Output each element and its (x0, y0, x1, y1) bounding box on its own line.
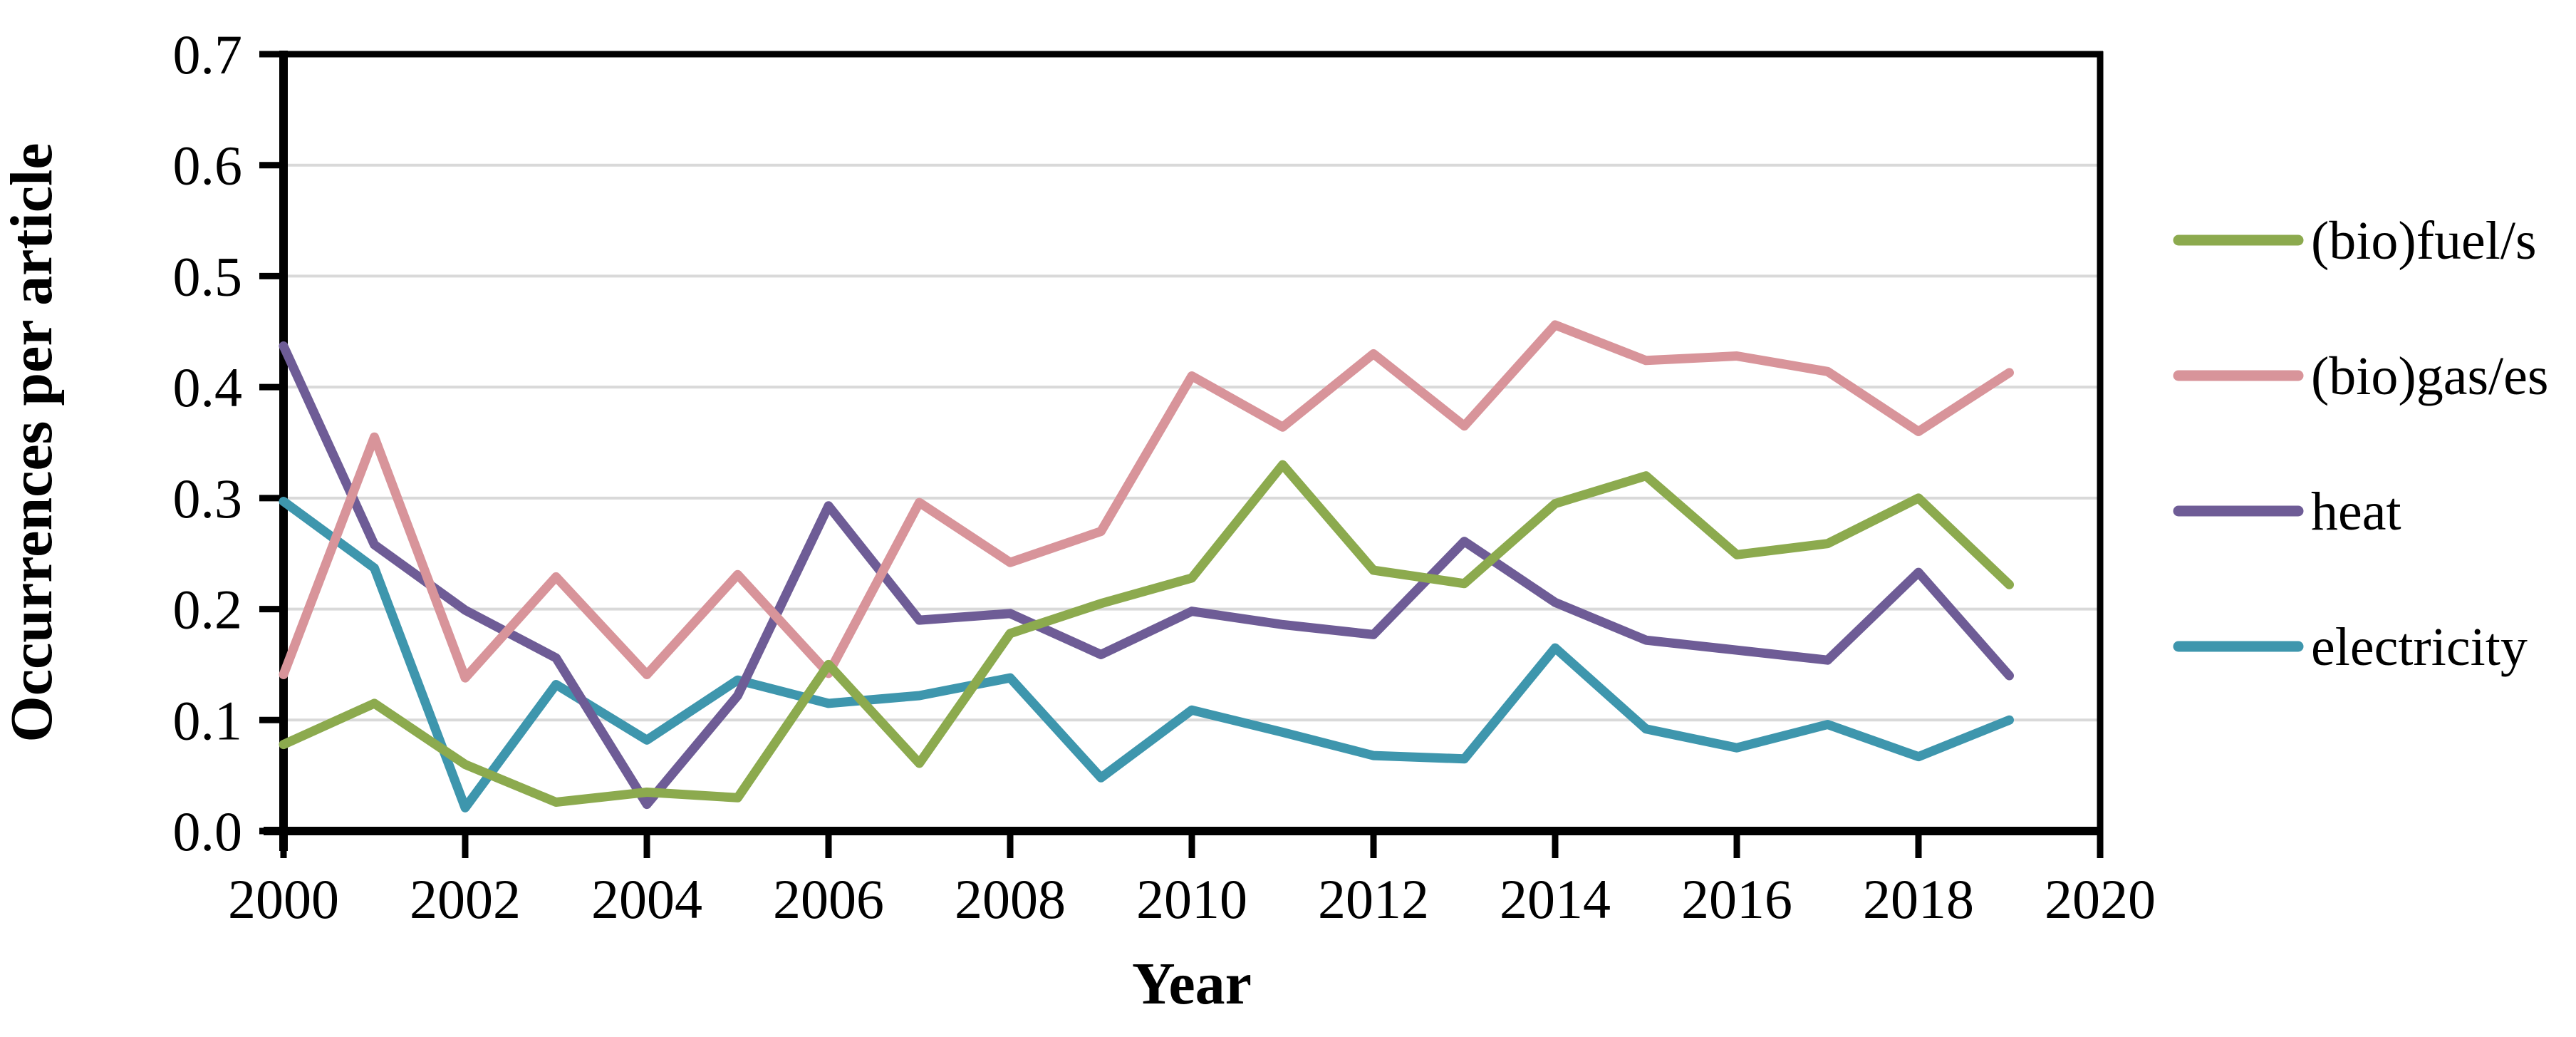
y-tick-label: 0.1 (173, 689, 243, 751)
x-tick-label: 2000 (228, 868, 339, 930)
legend-label: (bio)fuel/s (2311, 211, 2537, 271)
x-tick-label: 2002 (410, 868, 521, 930)
x-tick-label: 2010 (1136, 868, 1247, 930)
y-tick-label: 0.0 (173, 800, 243, 862)
series-line-electricity (279, 497, 2014, 812)
x-tick-label: 2020 (2045, 868, 2156, 930)
x-tick-label: 2004 (591, 868, 702, 930)
legend-item: heat (2173, 482, 2401, 542)
tick-labels: 0.0 0.1 0.2 0.3 0.4 0.5 0.6 0.7 2000 2002 2004 2006… (173, 24, 2156, 930)
x-tick-label: 2016 (1681, 868, 1792, 930)
series-lines (279, 320, 2014, 812)
legend-label: (bio)gas/es (2311, 346, 2548, 406)
series-line--bio-fuel-s (279, 460, 2014, 808)
y-tick-label: 0.5 (173, 245, 243, 307)
plot-frame (284, 51, 2104, 831)
y-tick-label: 0.6 (173, 135, 243, 197)
legend-item: (bio)gas/es (2173, 346, 2548, 406)
legend-item: electricity (2173, 617, 2528, 677)
legend: (bio)fuel/s (bio)gas/es heat electricity (2173, 211, 2548, 677)
y-axis-title: Occurrences per article (0, 143, 65, 742)
y-tick-label: 0.2 (173, 579, 243, 641)
x-axis-title: Year (1132, 951, 1252, 1017)
legend-item: (bio)fuel/s (2173, 211, 2537, 271)
x-tick-label: 2014 (1500, 868, 1611, 930)
series-line-heat (279, 341, 2014, 810)
gridlines (284, 163, 2100, 722)
axes (259, 51, 2104, 858)
y-tick-label: 0.7 (173, 24, 243, 86)
y-tick-label: 0.3 (173, 468, 243, 530)
legend-label: heat (2311, 482, 2401, 542)
x-tick-label: 2012 (1318, 868, 1429, 930)
x-tick-label: 2018 (1863, 868, 1974, 930)
x-tick-label: 2006 (773, 868, 884, 930)
x-tick-label: 2008 (955, 868, 1066, 930)
y-tick-label: 0.4 (173, 356, 243, 418)
series-line--bio-gas-es (279, 320, 2014, 683)
legend-label: electricity (2311, 617, 2528, 677)
